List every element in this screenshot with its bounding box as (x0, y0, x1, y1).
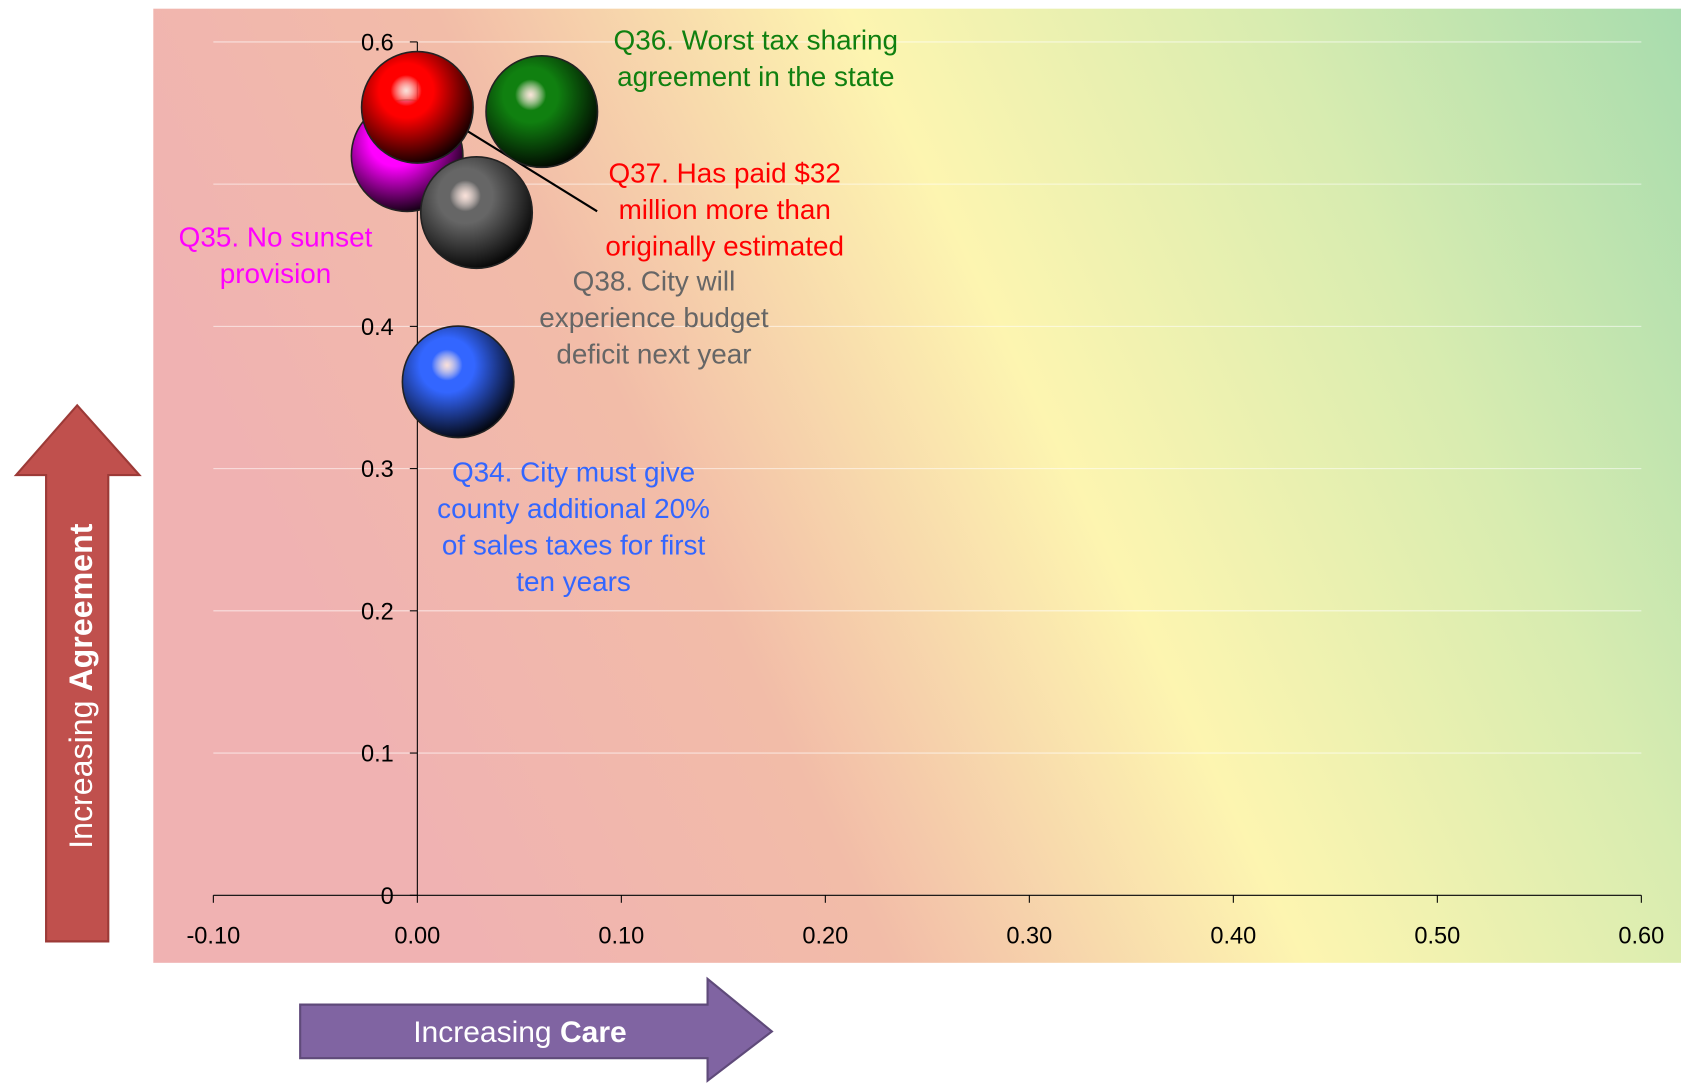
annotation: Q34. City must give county additional 20… (437, 455, 710, 598)
y-tick-label: 0.4 (361, 314, 394, 340)
x-tick-label: 0.10 (598, 923, 644, 949)
bubble (419, 156, 534, 270)
x-axis-label: Increasing Care (413, 1016, 626, 1049)
x-arrow (299, 976, 774, 1083)
annotation-box: Q35. No sunset provision (178, 220, 373, 290)
bubble (360, 50, 474, 164)
y-tick-label: 0.6 (361, 29, 394, 55)
annotation: Q35. No sunset provision (178, 220, 373, 290)
x-tick-label: -0.10 (186, 923, 240, 949)
y-tick-label: 0.3 (361, 456, 394, 482)
x-tick-label: 0.40 (1210, 923, 1256, 949)
y-label-part: Increasing (63, 701, 99, 849)
annotation-box: Q38. City will experience budget deficit… (539, 264, 769, 370)
y-tick-label: 0.1 (361, 741, 394, 767)
annotation-box: Q36. Worst tax sharing agreement in the … (613, 23, 899, 93)
y-arrow (13, 403, 142, 943)
x-label-part: Care (560, 1016, 627, 1049)
annotation-box: Q37. Has paid $32 million more than orig… (605, 156, 845, 262)
y-label-part: Agreement (63, 523, 99, 691)
annotation: Q37. Has paid $32 million more than orig… (605, 156, 845, 262)
annotation: Q36. Worst tax sharing agreement in the … (613, 23, 899, 93)
x-tick-label: 0.30 (1006, 923, 1052, 949)
bubble (485, 55, 599, 169)
y-tick-label: 0 (381, 883, 394, 909)
bubble (401, 325, 515, 439)
y-axis-label: Increasing Agreement (63, 523, 99, 849)
annotation-box: Q34. City must give county additional 20… (437, 455, 710, 598)
x-label-part: Increasing (413, 1016, 551, 1049)
x-tick-label: 0.00 (394, 923, 440, 949)
x-tick-label: 0.20 (802, 923, 848, 949)
x-tick-label: 0.60 (1618, 923, 1664, 949)
annotation: Q38. City will experience budget deficit… (539, 264, 769, 370)
y-tick-label: 0.2 (361, 598, 394, 624)
x-tick-label: 0.50 (1414, 923, 1460, 949)
